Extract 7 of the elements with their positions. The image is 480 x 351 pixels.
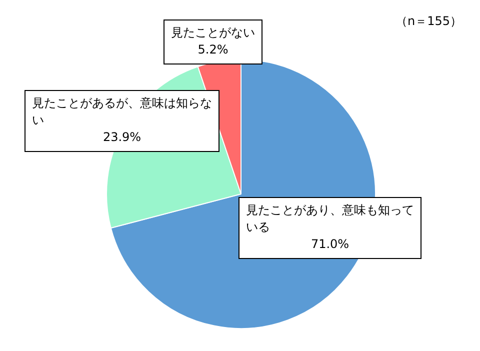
text: （n＝155） xyxy=(395,14,462,28)
data-label: 23.9% xyxy=(102,130,142,144)
data-label: 5.2% xyxy=(198,42,228,57)
data-label: 71.0% xyxy=(310,237,350,252)
slice-label: 見たことがあり、意味も知っている xyxy=(246,203,414,234)
slice-label: 見たことがない xyxy=(171,26,255,40)
slice-label: 見たことがあるが、意味は知らない xyxy=(32,96,212,128)
